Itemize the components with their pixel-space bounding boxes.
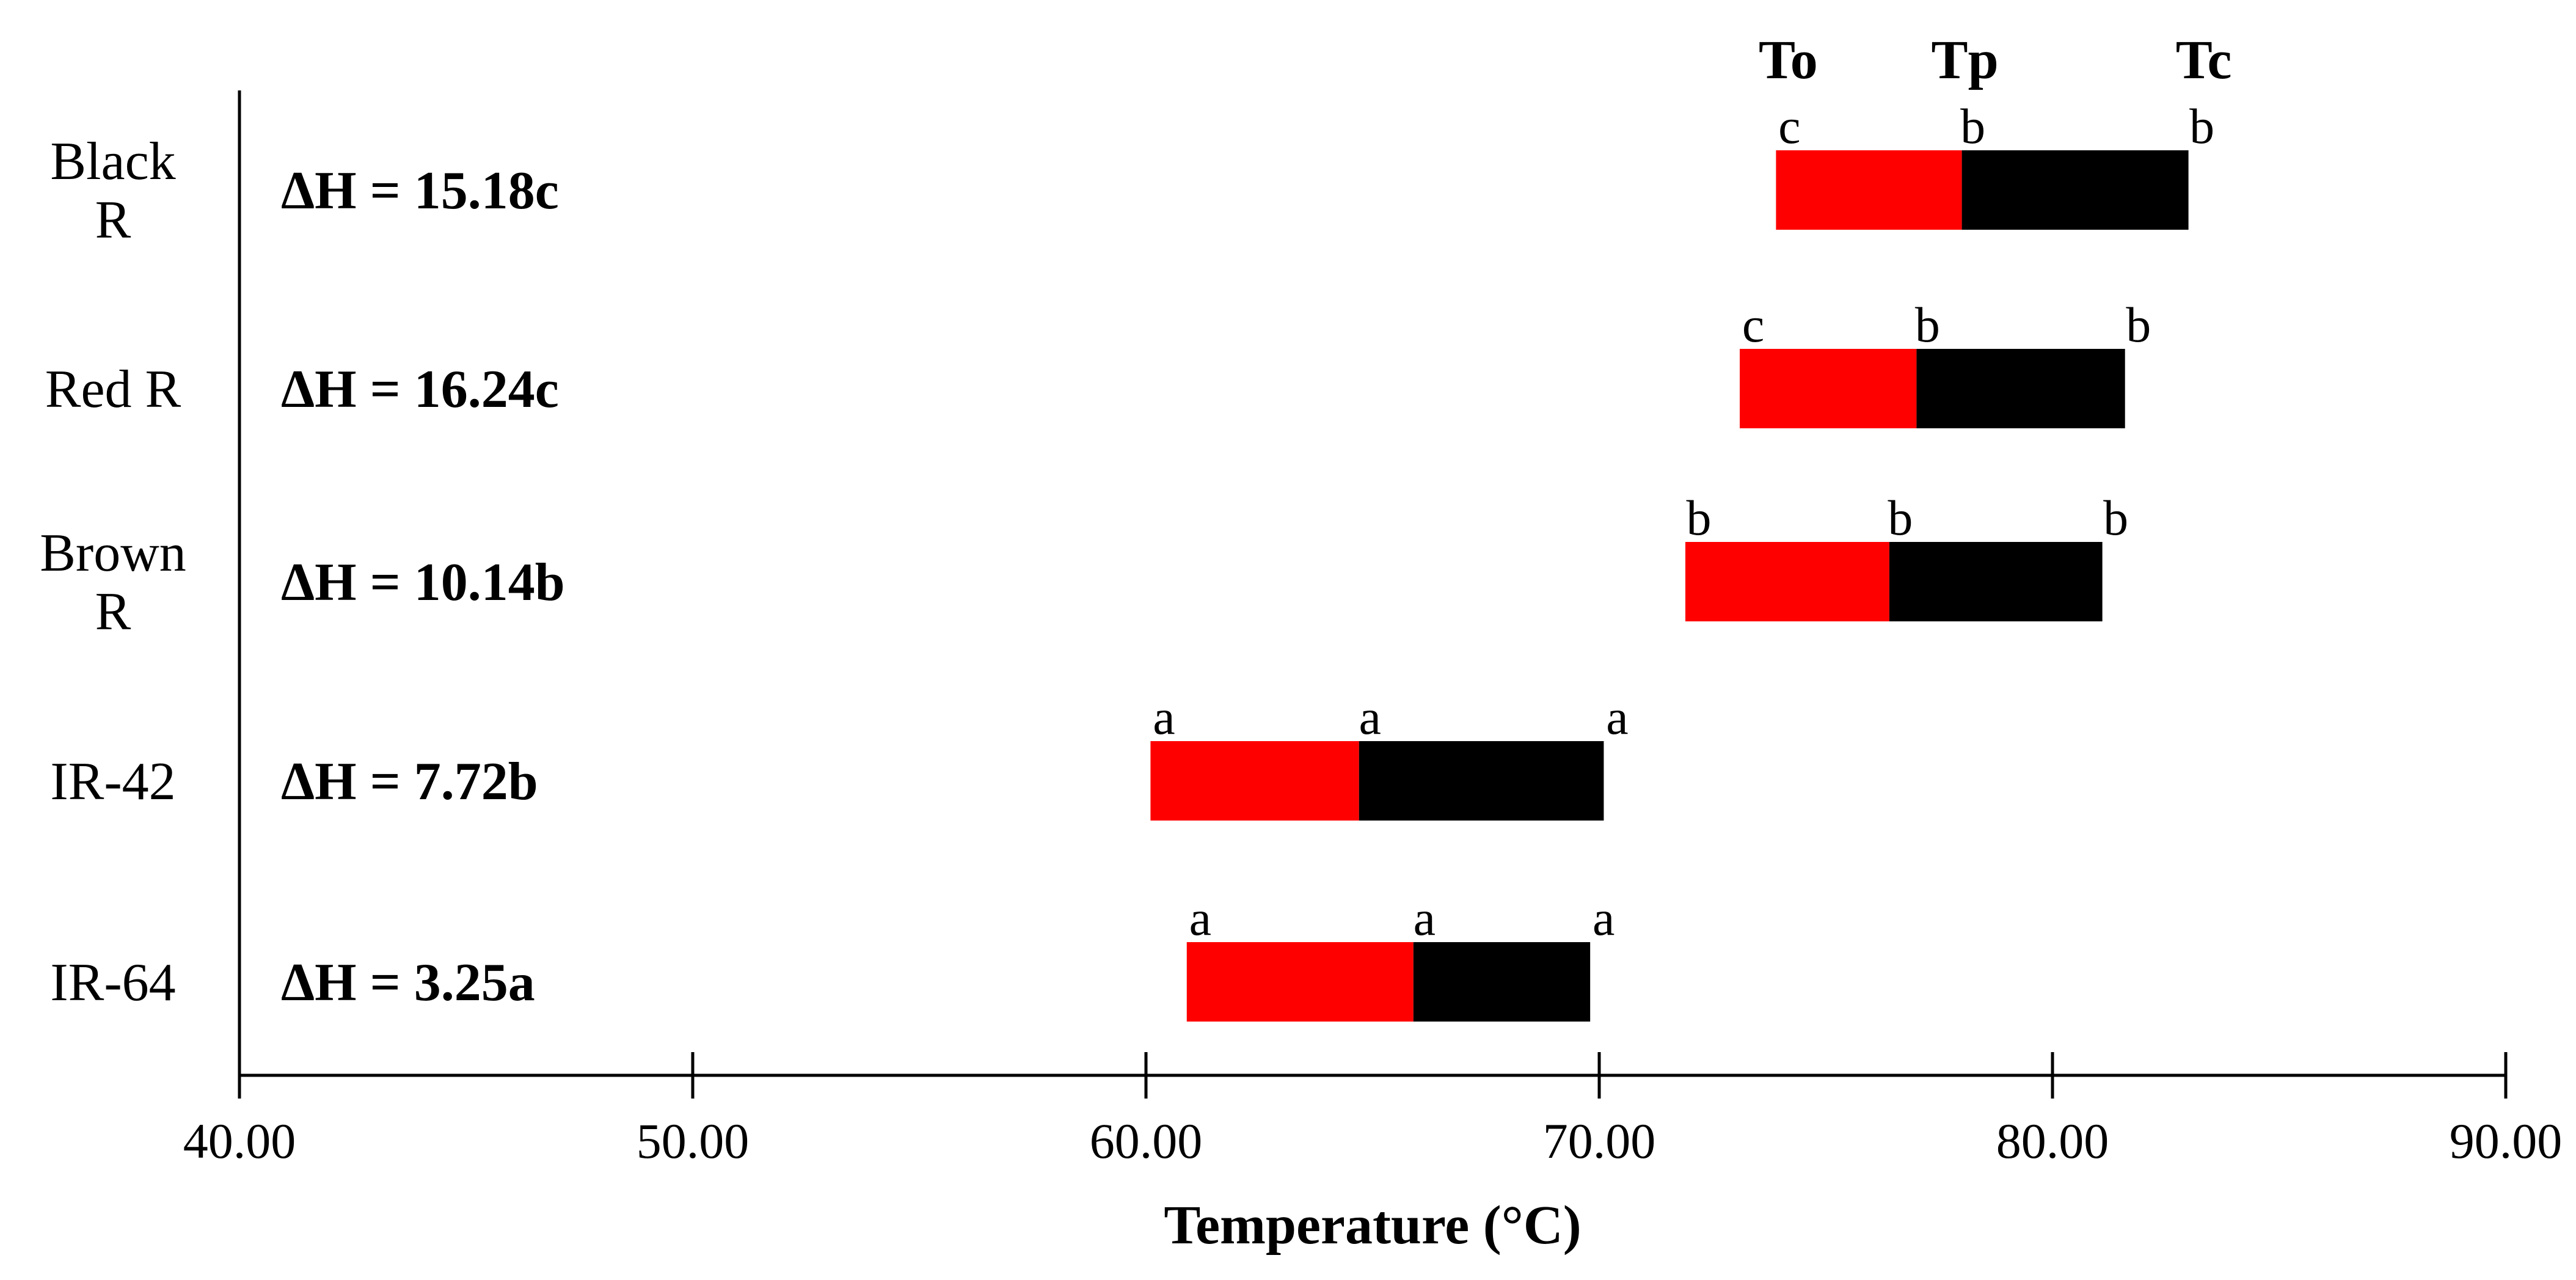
letter-to: a [1189,890,1211,946]
bar-segment-to-tp [1685,542,1889,621]
letter-tc: a [1593,890,1615,946]
category-label: Black [50,132,175,191]
bar-segment-tp-tc [1889,542,2103,621]
x-tick-label: 60.00 [1090,1113,1203,1169]
category-row: IR-64 ΔH = 3.25a a a a [50,890,1615,1022]
delta-h-label: ΔH = 16.24c [281,360,559,419]
bar-segment-to-tp [1776,150,1962,230]
letter-tc: b [2103,490,2128,546]
bar-segment-tp-tc [1413,942,1591,1022]
category-label: Red R [45,360,181,419]
category-label: IR-64 [50,953,175,1012]
category-label: IR-42 [50,752,175,811]
header-tp: Tp [1932,30,1999,90]
letter-tp: a [1414,890,1436,946]
letter-tp: b [1888,490,1913,546]
bar-segment-to-tp [1150,741,1359,821]
category-label: R [95,582,131,642]
x-tick-label: 90.00 [2450,1113,2563,1169]
axes: 40.00 50.00 60.00 70.00 80.00 90.00 [183,90,2563,1169]
x-tick-label: 70.00 [1543,1113,1656,1169]
delta-h-label: ΔH = 3.25a [281,953,535,1012]
letter-tp: b [1915,297,1940,353]
letter-to: a [1153,689,1175,745]
bar-segment-to-tp [1740,349,1917,428]
category-label: Brown [40,524,186,583]
letter-tc: b [2126,297,2151,353]
header-tc: Tc [2176,30,2232,90]
bar-segment-tp-tc [1359,741,1604,821]
delta-h-label: ΔH = 15.18c [281,161,559,221]
letter-to: b [1686,490,1711,546]
bar-segment-tp-tc [1961,150,2189,230]
letter-tc: b [2189,98,2214,154]
letter-tp: a [1359,689,1381,745]
delta-h-label: ΔH = 7.72b [281,752,538,811]
column-headers: To Tp Tc [1759,30,2231,90]
category-row: Red R ΔH = 16.24c c b b [45,297,2151,428]
x-tick-label: 80.00 [1996,1113,2109,1169]
header-to: To [1759,30,1818,90]
bar-segment-to-tp [1186,942,1414,1022]
x-axis-title: Temperature (°C) [1164,1195,1581,1256]
x-tick-label: 50.00 [637,1113,750,1169]
letter-to: c [1778,98,1800,154]
category-label: R [95,191,131,250]
letter-to: c [1742,297,1764,353]
category-row: IR-42 ΔH = 7.72b a a a [50,689,1629,821]
letter-tp: b [1960,98,1985,154]
x-tick-label: 40.00 [183,1113,296,1169]
delta-h-label: ΔH = 10.14b [281,553,565,612]
bar-segment-tp-tc [1916,349,2125,428]
letter-tc: a [1606,689,1628,745]
